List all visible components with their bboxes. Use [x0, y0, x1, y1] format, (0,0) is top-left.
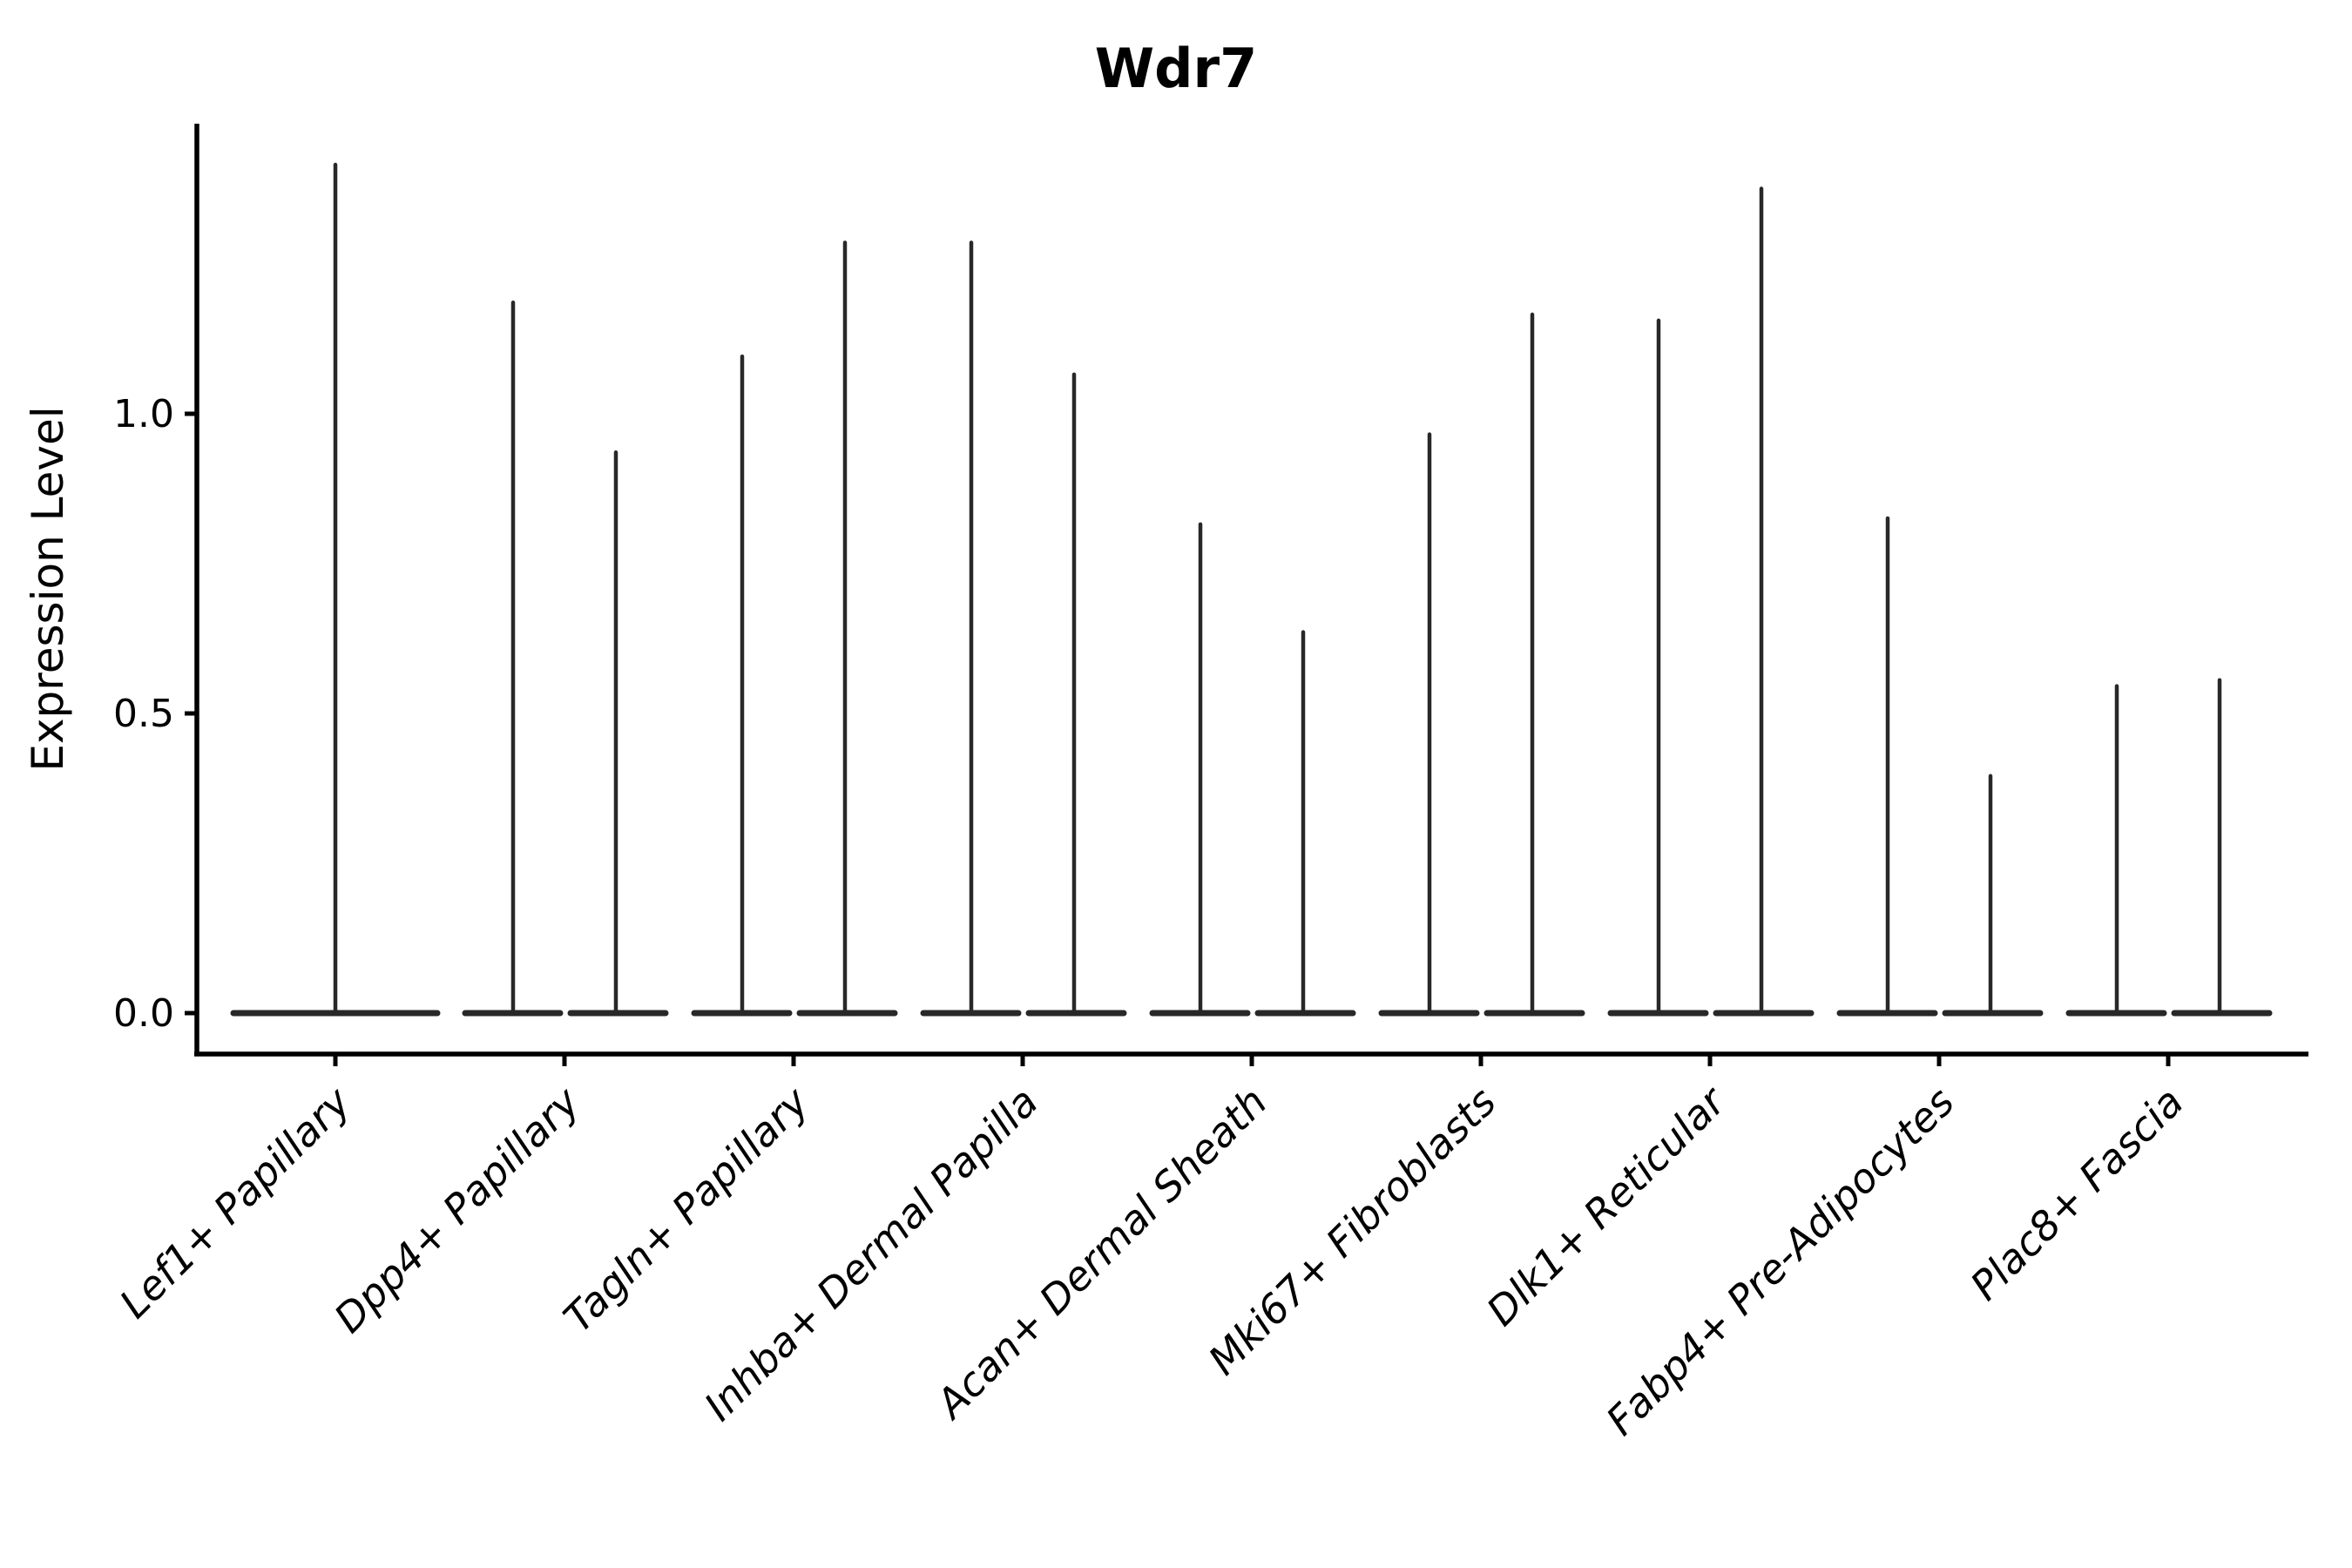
x-tick-label: Plac8+ Fascia — [1961, 1078, 2192, 1309]
chart-title: Wdr7 — [1095, 37, 1257, 100]
x-tick-label: Dpp4+ Papillary — [325, 1078, 589, 1342]
x-tick-label: Dlk1+ Reticular — [1477, 1076, 1736, 1335]
y-tick-label: 1.0 — [113, 392, 174, 436]
y-tick-label: 0.0 — [113, 991, 174, 1036]
x-tick-label: Lef1+ Papillary — [111, 1078, 360, 1327]
violins-group — [230, 162, 2273, 1017]
y-tick-label: 0.5 — [113, 692, 174, 736]
y-axis-label: Expression Level — [23, 406, 73, 771]
axes-group — [185, 124, 2308, 1066]
x-tick-label: Tagln+ Papillary — [554, 1078, 818, 1342]
